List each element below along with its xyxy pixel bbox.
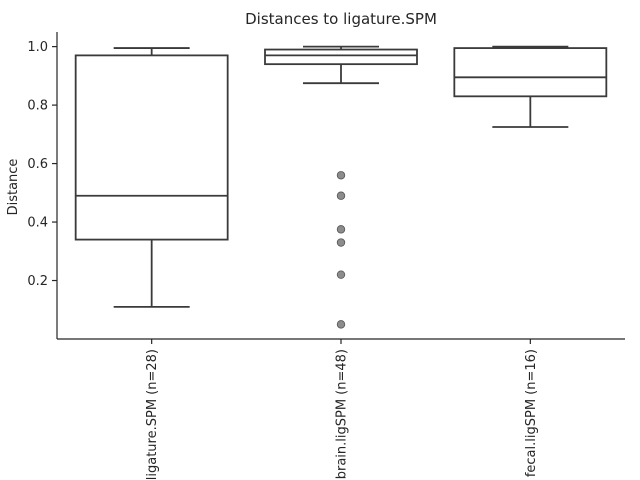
chart-title: Distances to ligature.SPM [245,10,437,28]
x-tick-label: ligature.SPM (n=28) [145,349,160,480]
y-tick-label: 0.6 [27,157,48,172]
box-iqr [74,54,229,241]
box-iqr [453,47,608,98]
x-tick-label: fecal.ligSPM (n=16) [524,349,539,477]
flier-point [336,225,346,234]
flier-point [336,270,346,279]
box-iqr [264,48,418,66]
flier-point [336,238,346,247]
y-tick-label: 0.2 [27,274,48,289]
plot-area: 0.2 0.4 0.6 0.8 1.0 ligature.SPM (n=28) brain.… [27,32,625,480]
y-tick-label: 1.0 [27,40,48,55]
flier-point [336,171,346,180]
flier-point [336,320,346,329]
x-tick-label: brain.ligSPM (n=48) [335,349,350,479]
flier-point [336,191,346,200]
y-tick-label: 0.4 [27,216,48,231]
y-axis-label: Distance [6,159,21,216]
y-tick-label: 0.8 [27,99,48,114]
